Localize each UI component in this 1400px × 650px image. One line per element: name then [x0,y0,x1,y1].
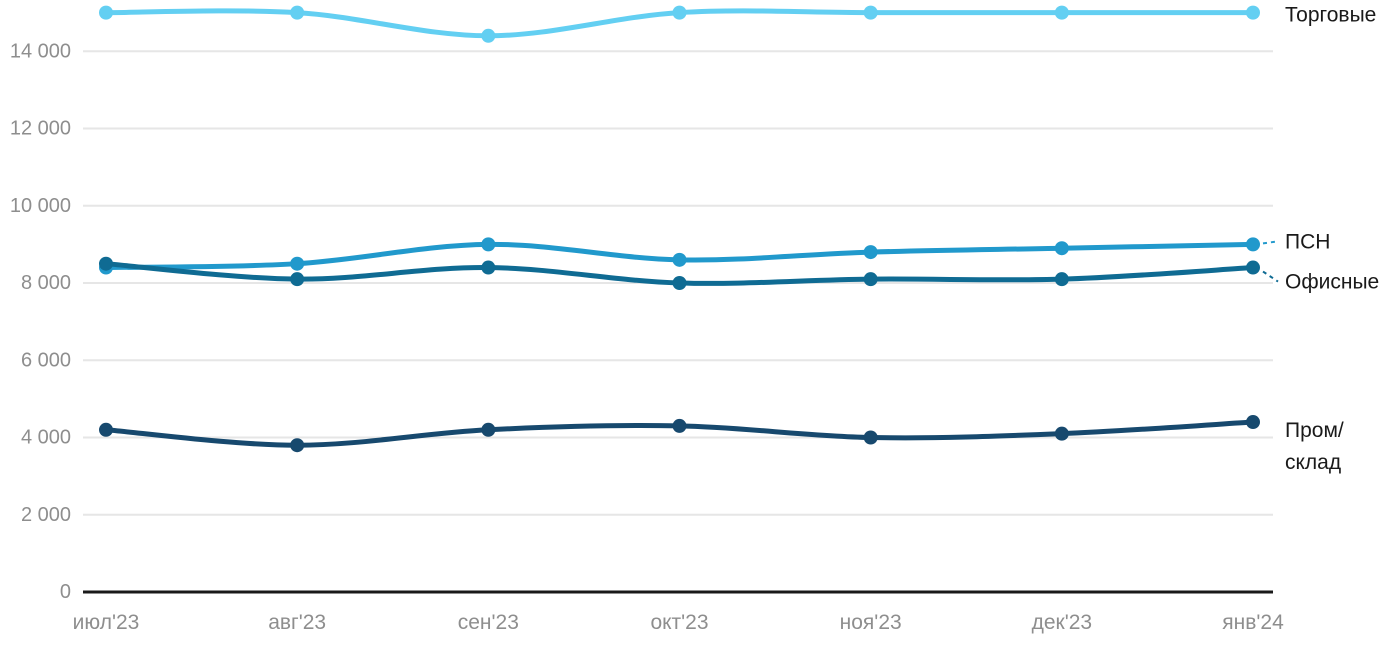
series-ofisnye-point [290,272,305,287]
series-ofisnye-leader-line [1262,270,1279,283]
series-ofisnye-point [481,260,496,275]
series-prom-sklad-point [1054,426,1069,441]
series-torgovye-point [863,5,878,20]
x-tick-label: янв'24 [1222,611,1284,634]
series-ofisnye-point [1246,260,1260,275]
series-torgovye-point [290,5,305,20]
series-psn: ПСН [99,230,1330,275]
series-torgovye-point [99,5,113,20]
x-tick-label: сен'23 [458,611,519,634]
y-tick-label: 2 000 [21,504,71,526]
series-torgovye-point [1246,5,1260,20]
series-ofisnye-point [672,276,687,290]
series-psn-point [1054,241,1069,256]
y-axis-labels: 0 2 000 4 000 6 000 8 000 10 000 12 000 14 000 [10,40,71,603]
series-torgovye-point [1054,5,1069,20]
series-prom-sklad: Пром/склад [99,415,1344,474]
series-ofisnye-point [1054,272,1069,287]
y-tick-label: 4 000 [21,427,71,449]
series-psn-point [290,256,305,271]
series-ofisnye-label: Офисные [1285,270,1379,293]
y-tick-label: 12 000 [10,118,71,140]
series-ofisnye: Офисные [99,256,1379,293]
y-tick-label: 8 000 [21,272,71,294]
series-psn-leader-line [1262,240,1279,245]
series-torgovye: Торговые [99,3,1376,43]
series-torgovye-label: Торговые [1285,3,1376,26]
series-torgovye-point [481,28,496,43]
series-prom-sklad-point [672,418,687,433]
y-tick-label: 6 000 [21,349,71,371]
series-prom-sklad-point [863,430,878,445]
series-prom-sklad-point [481,422,496,437]
series-prom-sklad-point [99,422,113,437]
y-tick-label: 10 000 [10,195,71,217]
y-tick-label: 14 000 [10,40,71,62]
series-psn-label: ПСН [1285,230,1330,253]
series-torgovye-point [672,5,687,20]
series-prom-sklad-point [1246,415,1260,430]
series-psn-point [1246,237,1260,252]
series-psn-point [672,252,687,267]
series-ofisnye-point [99,256,113,271]
x-axis-labels: июл'23 авг'23 сен'23 окт'23 ноя'23 дек'23 янв'… [73,611,1284,634]
x-tick-label: авг'23 [268,611,326,634]
gridlines [83,50,1273,594]
x-tick-label: июл'23 [73,611,140,634]
x-tick-label: ноя'23 [840,611,902,634]
series-prom-sklad-label: Пром/склад [1285,419,1344,474]
series-psn-point [863,245,878,260]
x-tick-label: дек'23 [1032,611,1093,634]
y-tick-label: 0 [60,581,71,603]
x-tick-label: окт'23 [650,611,708,634]
series-psn-point [481,237,496,252]
series-prom-sklad-point [290,438,305,453]
series-ofisnye-point [863,272,878,287]
